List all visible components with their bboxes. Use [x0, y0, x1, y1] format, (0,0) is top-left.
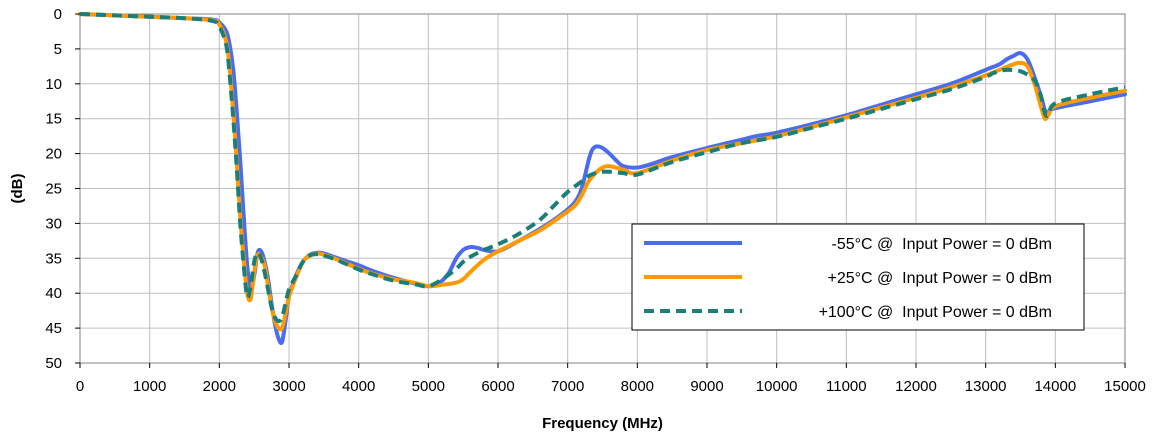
y-tick-label: 25	[45, 181, 62, 198]
legend-items: -55°C @ Input Power = 0 dBm +25°C @ Input…	[644, 236, 1052, 321]
series-line-3	[79, 12, 1126, 324]
x-tick-label: 11000	[826, 378, 867, 395]
x-tick-label: 3000	[272, 378, 305, 395]
x-tick-label: 14000	[1034, 378, 1076, 395]
y-tick-label: 0	[54, 6, 62, 23]
y-axis-title: (dB)	[9, 174, 26, 204]
y-tick-label: 5	[54, 41, 62, 58]
x-tick-label: 15000	[1104, 378, 1146, 395]
x-tick-label: 2000	[203, 378, 236, 395]
series-layer	[78, 12, 1127, 346]
x-tick-label: 0	[76, 378, 84, 395]
x-tick-labels: 0 1000 2000 3000 4000 5000 6000 7000 8000 9000 100…	[76, 363, 1146, 395]
x-tick-label: 4000	[342, 378, 375, 395]
x-tick-label: 1000	[133, 378, 166, 395]
legend: -55°C @ Input Power = 0 dBm +25°C @ Input…	[631, 223, 1085, 331]
y-tick-label: 30	[45, 215, 62, 232]
y-tick-label: 15	[45, 111, 62, 128]
y-tick-label: 45	[45, 320, 62, 337]
x-tick-label: 5000	[412, 378, 445, 395]
x-tick-label: 6000	[481, 378, 514, 395]
y-tick-label: 35	[45, 250, 62, 267]
legend-label-2: +25°C @ Input Power = 0 dBm	[827, 270, 1052, 287]
x-tick-label: 8000	[621, 378, 654, 395]
x-tick-label: 7000	[551, 378, 584, 395]
x-tick-label: 10000	[756, 378, 798, 395]
x-tick-label: 9000	[690, 378, 723, 395]
y-tick-label: 10	[45, 76, 62, 93]
y-tick-label: 50	[45, 355, 62, 372]
y-tick-label: 20	[45, 146, 62, 163]
legend-label-1: -55°C @ Input Power = 0 dBm	[831, 236, 1052, 253]
x-tick-label: 13000	[965, 378, 1007, 395]
x-axis-title: Frequency (MHz)	[542, 415, 663, 432]
y-tick-label: 40	[45, 285, 62, 302]
y-tick-labels: 0 5 10 15 20 25 30 35 40 45 50	[45, 6, 80, 372]
legend-label-3: +100°C @ Input Power = 0 dBm	[819, 304, 1052, 321]
x-tick-label: 12000	[895, 378, 937, 395]
